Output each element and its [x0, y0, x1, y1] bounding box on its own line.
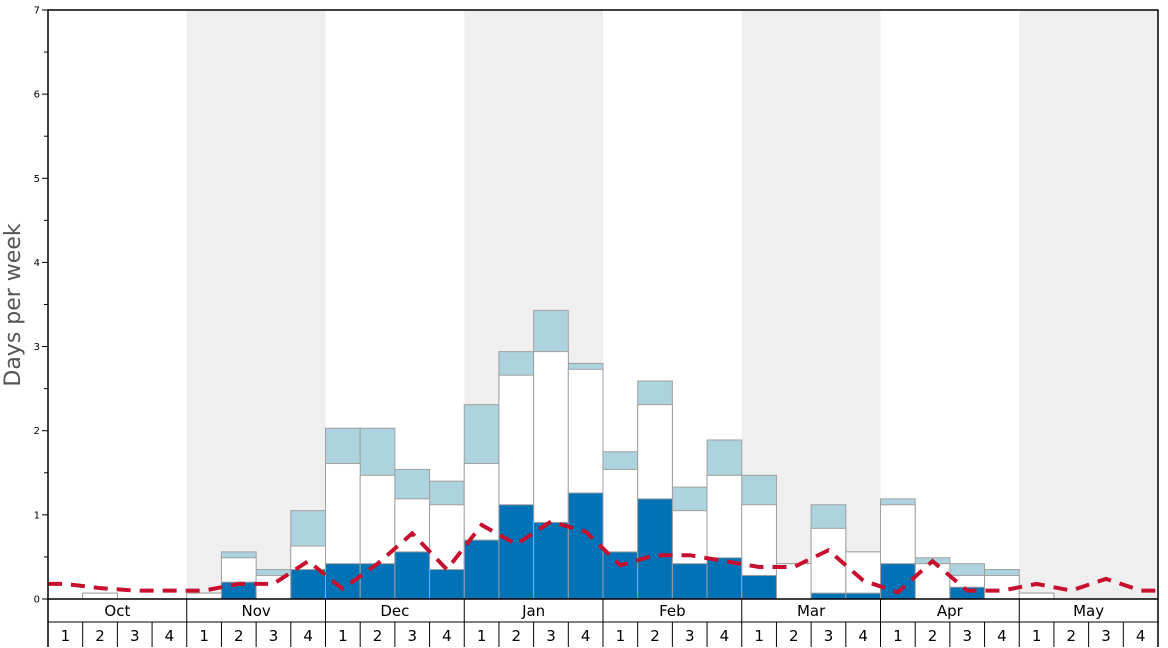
bar-mid: [775, 563, 812, 600]
y-axis: 0 1 2 3 4 5 6 7: [34, 6, 48, 606]
y-tick-label: 6: [34, 90, 40, 101]
month-label-may: May: [1073, 602, 1104, 620]
bar-base: [290, 569, 326, 600]
bar-base: [429, 569, 465, 600]
bar-base: [394, 551, 431, 600]
week-label: 4: [165, 627, 175, 645]
week-label: 1: [338, 627, 348, 645]
bar-base: [845, 592, 881, 600]
week-label: 1: [1032, 627, 1042, 645]
bar-mid: [845, 551, 881, 600]
week-label: 4: [997, 627, 1007, 645]
week-label: 3: [824, 627, 834, 645]
bar-mid: [810, 527, 847, 600]
week-label: 3: [546, 627, 556, 645]
bar-mid: [82, 592, 118, 600]
week-label: 2: [650, 627, 660, 645]
week-label: 1: [754, 627, 764, 645]
y-tick-label: 3: [34, 342, 40, 353]
week-label: 3: [685, 627, 695, 645]
bar-mid: [186, 592, 222, 600]
month-label-feb: Feb: [659, 602, 686, 620]
bar-base: [463, 539, 500, 600]
week-label: 4: [581, 627, 591, 645]
month-label-mar: Mar: [797, 602, 826, 620]
month-label-apr: Apr: [937, 602, 964, 620]
bar-base: [741, 574, 777, 600]
bar-mid: [255, 574, 292, 600]
month-band-may: [1019, 10, 1158, 599]
bar-base: [533, 521, 569, 600]
bar-base: [637, 498, 673, 600]
y-tick-label: 4: [34, 258, 40, 269]
week-label: 1: [199, 627, 209, 645]
month-band-nov: [186, 10, 326, 599]
week-label: 4: [303, 627, 313, 645]
week-label: 2: [512, 627, 522, 645]
week-label: 3: [407, 627, 417, 645]
y-tick-label: 0: [34, 595, 40, 606]
month-label-dec: Dec: [380, 602, 409, 620]
bar-base: [359, 563, 396, 600]
y-tick-label: 7: [34, 6, 40, 17]
bar-mid: [914, 563, 951, 600]
week-label: 3: [130, 627, 140, 645]
bar-base: [567, 492, 604, 600]
y-tick-label: 5: [34, 174, 40, 185]
bar-base: [810, 592, 847, 600]
month-label-jan: Jan: [521, 602, 545, 620]
bar-mid: [1018, 592, 1055, 600]
week-label: 3: [1101, 627, 1111, 645]
bars: [82, 309, 1055, 600]
week-label: 4: [858, 627, 868, 645]
week-label: 2: [234, 627, 244, 645]
week-label: 1: [61, 627, 71, 645]
week-label: 3: [269, 627, 279, 645]
week-label: 2: [789, 627, 799, 645]
y-tick-label: 2: [34, 426, 40, 437]
week-label: 1: [477, 627, 487, 645]
week-label: 4: [442, 627, 452, 645]
week-label: 4: [1136, 627, 1146, 645]
y-axis-label: Days per week: [1, 223, 26, 386]
month-label-nov: Nov: [241, 602, 270, 620]
x-axis: Oct 1 2 3 4 Nov 1 2 3 4 Dec 1 2 3 4 Jan 1 2 3 4 Feb 1 2 3 4 Mar 1 2…: [47, 599, 1159, 647]
week-label: 2: [95, 627, 105, 645]
bar-base: [671, 563, 708, 600]
bar-base: [498, 504, 535, 600]
week-label: 2: [1067, 627, 1077, 645]
trend-line: [47, 519, 1159, 595]
week-label: 2: [928, 627, 938, 645]
month-background-bands: [186, 10, 1158, 599]
week-label: 4: [720, 627, 730, 645]
y-tick-label: 1: [34, 510, 40, 521]
week-label: 3: [962, 627, 972, 645]
week-label: 1: [616, 627, 626, 645]
bar-base: [602, 551, 639, 600]
week-label: 2: [373, 627, 383, 645]
month-label-oct: Oct: [104, 602, 130, 620]
week-label: 1: [893, 627, 903, 645]
